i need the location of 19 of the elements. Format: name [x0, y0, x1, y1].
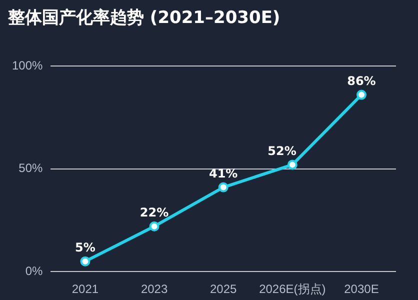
data-label: 86%	[347, 74, 376, 88]
data-label: 41%	[208, 166, 238, 180]
point	[218, 182, 228, 192]
data-label: 52%	[268, 144, 296, 158]
x-tick-label: 2030E	[344, 282, 379, 296]
chart-title: 整体国产化率趋势 (2021–2030E)	[7, 7, 282, 30]
point	[287, 160, 298, 170]
x-tick-label: 2026E(拐点)	[259, 282, 326, 296]
point	[149, 221, 160, 232]
y-tick-label: 100%	[12, 58, 44, 72]
x-tick-label: 2021	[72, 282, 99, 296]
point	[356, 90, 366, 100]
point	[80, 256, 90, 266]
x-tick-label: 2025	[210, 282, 238, 296]
y-tick-label: 0%	[25, 264, 44, 278]
y-tick-label: 50%	[18, 161, 44, 176]
x-tick-label: 2023	[140, 282, 168, 296]
data-label: 5%	[75, 240, 96, 254]
data-label: 22%	[140, 205, 169, 220]
